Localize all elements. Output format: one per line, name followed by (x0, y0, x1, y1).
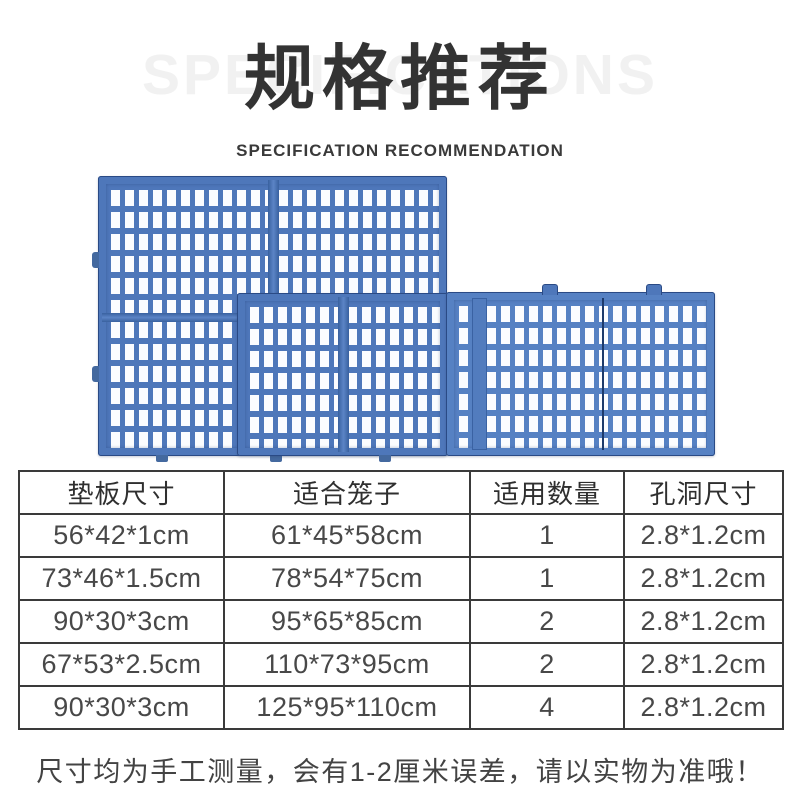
panel-seam (602, 298, 605, 450)
spec-table: 垫板尺寸 适合笼子 适用数量 孔洞尺寸 56*42*1cm 61*45*58cm… (18, 470, 784, 730)
grid-holes (454, 300, 707, 448)
cell-quantity: 2 (469, 642, 625, 687)
cell-mat-size: 90*30*3cm (18, 685, 225, 730)
cell-quantity: 4 (469, 685, 625, 730)
cell-hole-size: 2.8*1.2cm (623, 685, 784, 730)
cell-quantity: 1 (469, 556, 625, 601)
cell-quantity: 1 (469, 513, 625, 558)
cell-hole-size: 2.8*1.2cm (623, 642, 784, 687)
cell-hole-size: 2.8*1.2cm (623, 556, 784, 601)
col-header-cage-size: 适合笼子 (223, 470, 471, 515)
solid-band (472, 298, 487, 450)
side-tab (92, 366, 99, 382)
mat-panel-wide (446, 284, 715, 456)
clip-tab (646, 284, 662, 295)
cell-mat-size: 56*42*1cm (18, 513, 225, 558)
cell-cage-size: 110*73*95cm (223, 642, 471, 687)
col-header-quantity: 适用数量 (469, 470, 625, 515)
cell-hole-size: 2.8*1.2cm (623, 599, 784, 644)
col-header-mat-size: 垫板尺寸 (18, 470, 225, 515)
cell-mat-size: 67*53*2.5cm (18, 642, 225, 687)
cell-cage-size: 78*54*75cm (223, 556, 471, 601)
side-tab (92, 252, 99, 268)
foot-tab (379, 455, 391, 462)
watermark-text: SPECIFICATIONS (142, 43, 658, 107)
table-row: 90*30*3cm 95*65*85cm 2 2.8*1.2cm (18, 599, 784, 644)
table-row: 56*42*1cm 61*45*58cm 1 2.8*1.2cm (18, 513, 784, 558)
table-header-row: 垫板尺寸 适合笼子 适用数量 孔洞尺寸 (18, 470, 784, 515)
cell-cage-size: 95*65*85cm (223, 599, 471, 644)
cell-cage-size: 61*45*58cm (223, 513, 471, 558)
center-rail-vertical (337, 297, 349, 452)
page-subtitle: SPECIFICATION RECOMMENDATION (236, 141, 564, 160)
cell-mat-size: 90*30*3cm (18, 599, 225, 644)
col-header-hole-size: 孔洞尺寸 (623, 470, 784, 515)
page-title: 规格推荐 (243, 40, 556, 119)
cell-hole-size: 2.8*1.2cm (623, 513, 784, 558)
cell-quantity: 2 (469, 599, 625, 644)
cell-cage-size: 125*95*110cm (223, 685, 471, 730)
table-row: 73*46*1.5cm 78*54*75cm 1 2.8*1.2cm (18, 556, 784, 601)
mat-panel-front (237, 293, 448, 462)
table-row: 67*53*2.5cm 110*73*95cm 2 2.8*1.2cm (18, 642, 784, 687)
foot-tab (156, 455, 168, 462)
foot-tab (270, 455, 282, 462)
footnote: 尺寸均为手工测量，会有1-2厘米误差，请以实物为准哦！ (36, 757, 764, 787)
table-row: 90*30*3cm 125*95*110cm 4 2.8*1.2cm (18, 685, 784, 730)
clip-tab (542, 284, 558, 295)
cell-mat-size: 73*46*1.5cm (18, 556, 225, 601)
